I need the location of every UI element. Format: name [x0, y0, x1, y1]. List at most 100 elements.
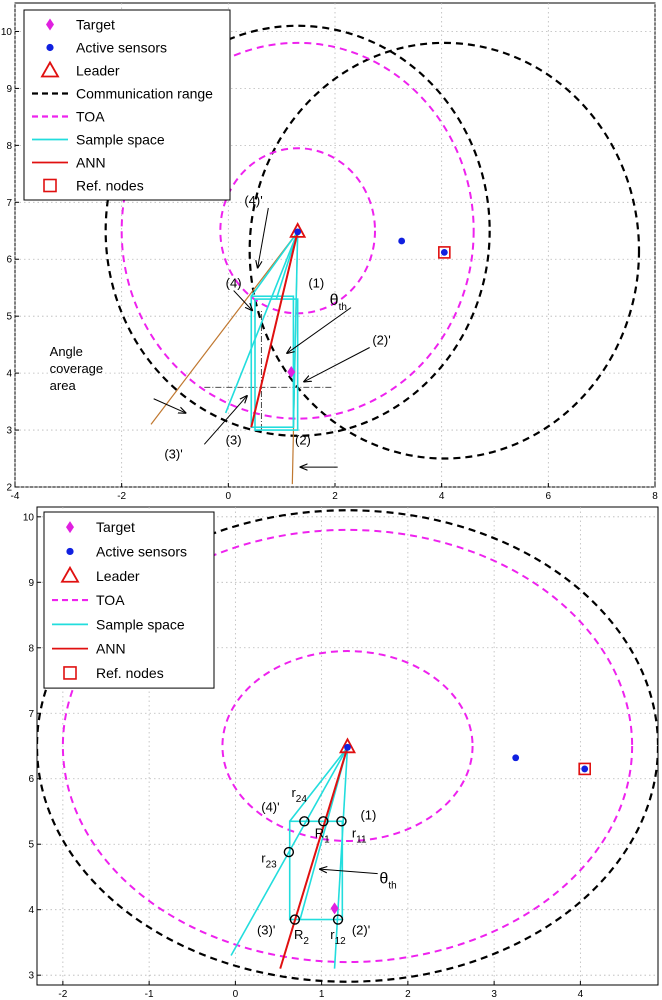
toa-circle — [120, 41, 475, 420]
legend-label: Ref. nodes — [96, 665, 164, 681]
communication-range-circle — [248, 41, 641, 460]
legend-label: Active sensors — [76, 40, 167, 56]
annotation-subscript: 1 — [324, 835, 330, 846]
y-tick-label: 4 — [28, 905, 34, 916]
legend-label: Sample space — [96, 616, 185, 632]
legend-item-ann: ANN — [52, 641, 126, 657]
legend-label: Leader — [96, 568, 140, 584]
sample-point-circle — [318, 816, 329, 827]
annotation-subscript: th — [339, 302, 347, 313]
annotation-label: (2) — [295, 432, 311, 447]
annotation-text: (4)' — [244, 193, 262, 208]
legend-label: ANN — [96, 641, 126, 657]
annotation-text: (2)' — [372, 333, 390, 348]
sample-point-circle — [336, 816, 347, 827]
annotation-subscript: 2 — [303, 936, 309, 947]
annotation-label: Angle — [50, 344, 83, 359]
y-tick-label: 4 — [6, 369, 12, 380]
annotation-label: area — [50, 378, 77, 393]
annotation-text: (1) — [360, 807, 376, 822]
sample-point-circle — [299, 816, 310, 827]
legend-item-sample: Sample space — [52, 616, 185, 632]
annotation-label: (3) — [226, 432, 242, 447]
sample-point-circle — [332, 914, 344, 925]
annotation-arrow — [153, 398, 186, 413]
angle-coverage-line — [150, 231, 299, 425]
x-tick-label: -2 — [117, 491, 126, 502]
y-tick-label: 9 — [28, 578, 34, 589]
legend-item-ann: ANN — [32, 155, 106, 171]
annotation-label: (1) — [308, 276, 324, 291]
y-tick-label: 5 — [28, 840, 34, 851]
annotation-arrow — [320, 869, 378, 875]
x-tick-label: 2 — [405, 989, 411, 1000]
sample-space-line — [224, 231, 299, 414]
annotation-text: coverage — [50, 361, 103, 376]
y-tick-label: 2 — [6, 483, 12, 494]
annotation-text: r — [352, 826, 357, 841]
legend-square-icon — [63, 666, 77, 680]
active-sensor-marker — [512, 754, 520, 762]
x-tick-label: 2 — [332, 491, 338, 502]
annotation-label: r24 — [291, 785, 307, 805]
legend-item-sensors: Active sensors — [66, 543, 187, 559]
annotation-text: θ — [379, 871, 388, 888]
annotation-text: (4) — [226, 276, 242, 291]
annotation-arrow — [258, 207, 269, 268]
sample-space-line — [230, 746, 349, 956]
sample-space-line — [289, 746, 349, 822]
leader-marker — [289, 222, 307, 238]
x-tick-label: 4 — [578, 989, 584, 1000]
target-marker — [330, 902, 339, 915]
y-tick-label: 7 — [6, 198, 12, 209]
sample-space-line — [250, 231, 299, 297]
y-tick-label: 9 — [6, 84, 12, 95]
legend-label: TOA — [96, 592, 125, 608]
active-sensor-marker — [398, 237, 406, 245]
x-tick-label: 6 — [546, 491, 552, 502]
ref-node-marker — [438, 246, 451, 259]
toa-circle — [61, 528, 634, 964]
leader-marker — [338, 737, 357, 754]
communication-range-circle — [104, 24, 491, 437]
active-sensor-marker — [440, 249, 448, 256]
annotation-label: (4)' — [244, 193, 262, 208]
legend-diamond-icon — [46, 18, 54, 31]
annotation-subscript: 11 — [356, 835, 367, 846]
y-tick-label: 8 — [28, 643, 34, 654]
x-tick-label: -2 — [58, 989, 67, 1000]
y-tick-label: 3 — [6, 426, 12, 437]
legend-label: Leader — [76, 63, 120, 79]
annotation-text: (3) — [226, 432, 242, 447]
x-tick-label: -1 — [145, 989, 154, 1000]
annotation-label: (4)' — [261, 799, 279, 814]
x-tick-label: 0 — [226, 491, 232, 502]
annotation-text: (3)' — [257, 923, 275, 938]
annotation-text: R — [315, 826, 324, 841]
annotation-subscript: th — [388, 881, 396, 892]
legend-box — [23, 9, 231, 201]
annotation-label: r11 — [352, 826, 367, 846]
annotation-label: (2)' — [352, 923, 370, 938]
legend-item-target: Target — [46, 17, 115, 33]
y-tick-label: 10 — [1, 27, 13, 38]
sample-point-circle — [283, 846, 295, 858]
annotation-label: (3)' — [164, 447, 182, 462]
y-tick-label: 7 — [28, 709, 34, 720]
annotation-label: (4) — [226, 276, 242, 291]
x-tick-label: 3 — [491, 989, 497, 1000]
y-tick-label: 6 — [6, 255, 12, 266]
active-sensor-marker — [344, 743, 351, 751]
plot-content: (4)' (4) (1) θth (2)' Angle coverage area (3) (3)… — [50, 24, 641, 485]
annotation-text: (1) — [308, 276, 324, 291]
annotation-text: Angle — [50, 344, 83, 359]
annotation-text: (4)' — [261, 799, 279, 814]
x-tick-label: 8 — [652, 491, 658, 502]
legend-label: TOA — [76, 109, 105, 125]
annotation-subscript: 23 — [266, 860, 278, 871]
active-sensor-marker — [294, 228, 302, 236]
sample-space-line — [333, 747, 349, 969]
legend-item-sample: Sample space — [32, 132, 165, 148]
legend: Target Active sensors Leader TOA Sample spac… — [43, 511, 215, 689]
